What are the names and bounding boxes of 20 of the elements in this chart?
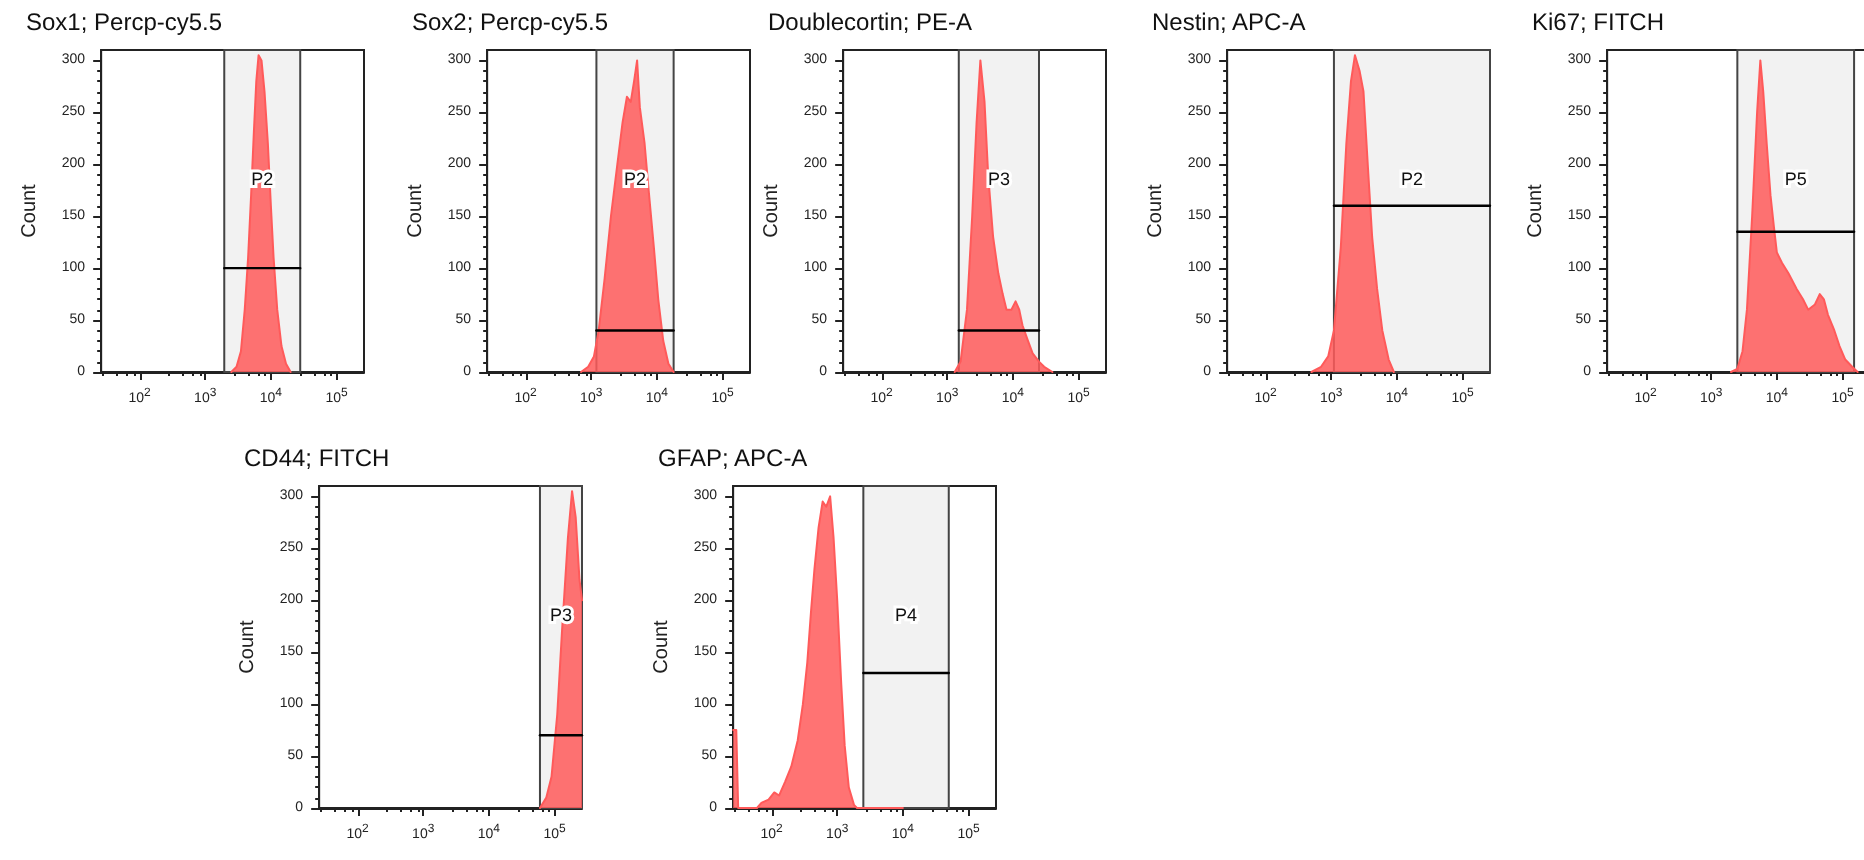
y-axis-title: Count: [405, 183, 427, 238]
chart-title: CD44; FITCH: [244, 444, 390, 472]
band-label: P2: [1400, 168, 1423, 189]
band-label: P5: [1784, 168, 1807, 189]
band-label: P2: [624, 168, 647, 189]
chart-title: Nestin; APC-A: [1152, 8, 1306, 36]
chart-title: Ki67; FITCH: [1532, 8, 1665, 36]
y-axis-title: Count: [19, 183, 41, 238]
band-label: P3: [987, 168, 1010, 189]
chart-title: Sox2; Percp-cy5.5: [412, 8, 609, 36]
y-axis-title: Count: [237, 619, 259, 674]
band-label: P2: [251, 168, 274, 189]
chart-title: Doublecortin; PE-A: [768, 8, 973, 36]
y-axis-title: Count: [651, 619, 673, 674]
y-axis-title: Count: [1525, 183, 1547, 238]
chart-title: Sox1; Percp-cy5.5: [26, 8, 223, 36]
band-label: P4: [895, 604, 918, 625]
chart-title: GFAP; APC-A: [658, 444, 808, 472]
y-axis-title: Count: [761, 183, 783, 238]
y-axis-title: Count: [1145, 183, 1167, 238]
